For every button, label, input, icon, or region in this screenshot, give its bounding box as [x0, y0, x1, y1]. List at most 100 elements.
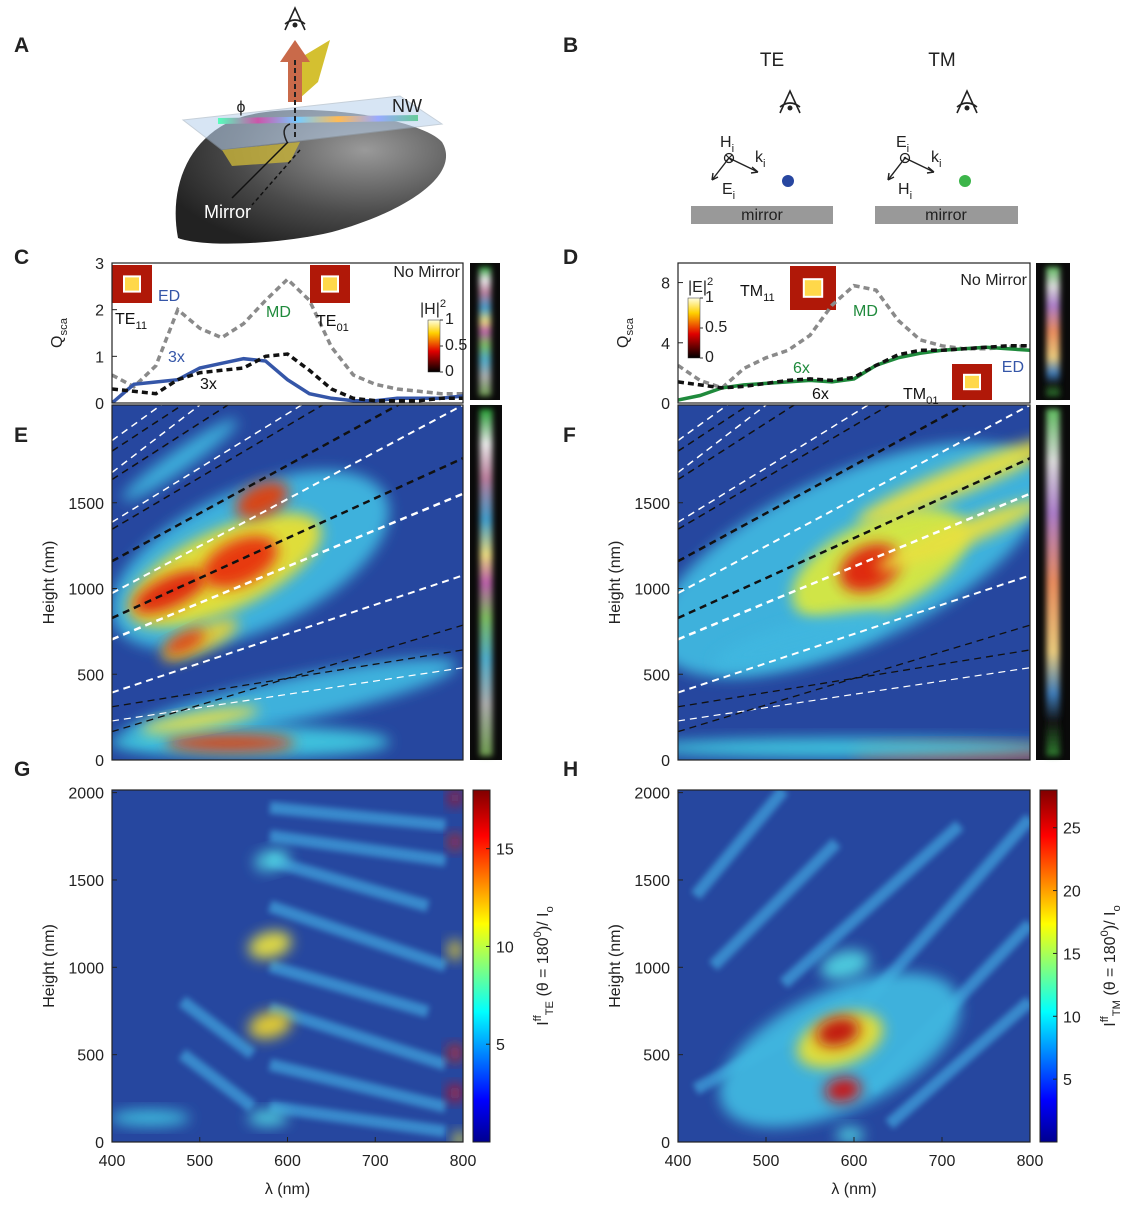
y-tick-label: 1000	[634, 582, 670, 599]
field-label-part: E	[896, 134, 907, 151]
heatmap-blob	[254, 849, 290, 871]
series-label: No Mirror	[960, 272, 1027, 289]
series-line	[678, 344, 1030, 390]
panel-label: D	[563, 246, 578, 269]
heatmap-blob	[235, 481, 289, 519]
inset-colorbar	[427, 319, 441, 373]
inset-tick-label: 0.5	[445, 337, 467, 354]
mode-line	[678, 405, 968, 563]
inset-colorbar-label-part: |E|	[688, 279, 707, 296]
heatmap-blob	[164, 630, 206, 654]
heatmap-blob	[140, 706, 260, 734]
annotation-part: 01	[926, 395, 938, 407]
mode-line	[678, 574, 1030, 694]
field-label-part: E	[722, 181, 733, 198]
x-tick-label: 500	[753, 1153, 780, 1170]
colorbar-label-part: I	[535, 1021, 552, 1025]
annotation-part: 3x	[168, 349, 185, 366]
y-tick-label: 0	[661, 396, 670, 413]
colorbar-label-part: o	[544, 906, 556, 912]
heatmap-blob	[112, 1110, 190, 1126]
colorbar-label-part: )/ I	[1102, 912, 1119, 931]
mode-line	[112, 624, 463, 733]
heatmap-blob	[165, 734, 295, 752]
colorbar-tick-label: 20	[1063, 884, 1081, 901]
mode-line	[112, 405, 229, 481]
heatmap-blob	[449, 834, 461, 850]
heatmap-blob	[678, 738, 1030, 758]
y-tick-label: 2000	[68, 786, 104, 803]
annotation-part: TM	[740, 283, 763, 300]
heatmap	[112, 790, 463, 1142]
mode-line	[678, 405, 869, 523]
series-line	[112, 276, 463, 396]
mode-thumbnail-core	[802, 278, 824, 298]
heatmap-blob	[453, 1132, 463, 1142]
heatmap-blob	[876, 499, 1030, 571]
mode-line	[678, 405, 1030, 595]
panel: 0 500 1000 1500 2000 400 500 600 700 800 Height (n…	[41, 786, 556, 1198]
mode-thumbnail-core	[963, 373, 981, 391]
heatmap-blob	[448, 940, 462, 960]
y-tick-label: 1000	[68, 582, 104, 599]
annotation-part: 6x	[812, 386, 829, 403]
series-line	[112, 352, 463, 403]
colorbar-tick-label: 15	[1063, 946, 1081, 963]
y-axis-label-part: Q	[615, 335, 632, 347]
inset-colorbar-label-part: |H|	[420, 301, 440, 318]
annotation-part: 3x	[200, 376, 217, 393]
panel-label: F	[563, 424, 576, 447]
heatmap-stripe	[779, 820, 964, 989]
y-tick-label: 1500	[634, 496, 670, 513]
heatmap-stripe	[269, 1100, 447, 1138]
panel: 0 500 1000 1500 2000 400 500 600 700 800 Height (n…	[607, 786, 1123, 1198]
heatmap-blob	[712, 610, 888, 670]
field-label-part: i	[732, 143, 735, 155]
heatmap-blob	[248, 1011, 292, 1039]
annotation: 3x	[200, 376, 217, 393]
heatmap-blob	[820, 950, 870, 980]
heatmap-stripe	[268, 1058, 447, 1113]
inset-tick-label: 0	[445, 363, 454, 380]
heatmap	[678, 405, 1030, 760]
inset-tick-label: 0.5	[705, 319, 727, 336]
mirror-text: mirror	[741, 207, 783, 224]
annotation: 3x	[168, 349, 185, 366]
field-label-part: i	[910, 190, 913, 202]
y-tick-label: 1000	[68, 960, 104, 977]
mode-line	[112, 405, 162, 442]
panel: 0 500 1000 1500 Height (nm)	[607, 404, 1031, 770]
heatmap-blob	[448, 1085, 462, 1101]
image-strip-glow	[479, 409, 493, 756]
mode-line	[678, 405, 890, 530]
field-label: Hi	[720, 134, 734, 155]
y-axis-label-part: Q	[49, 335, 66, 347]
field-label-part: H	[898, 181, 910, 198]
field-label: Ei	[896, 134, 909, 155]
panel-label: C	[14, 246, 29, 269]
panel-label: G	[14, 758, 30, 781]
panel: No MirrorEDMD6x6xTM11TM0100.51|E|2048Qsc…	[615, 262, 1031, 413]
panel: 0 500 1000 1500 Height (nm)	[41, 404, 464, 770]
mode-thumbnail-core	[321, 275, 339, 293]
x-tick-label: 400	[665, 1153, 692, 1170]
annotation: TE11	[115, 311, 147, 332]
y-axis-label: Height (nm)	[41, 541, 58, 625]
colorbar-label: IffTM (θ = 1800)/ Io	[1099, 905, 1123, 1026]
series-line	[112, 356, 463, 403]
annotation: TE01	[316, 313, 349, 334]
y-tick-label: 1500	[68, 873, 104, 890]
plot-frame	[111, 262, 464, 404]
annotation: 6x	[812, 386, 829, 403]
colorbar-label: IffTE (θ = 1800)/ Io	[532, 906, 556, 1026]
annotation-part: MD	[853, 303, 878, 320]
plot-frame	[111, 404, 464, 761]
mode-line	[112, 492, 463, 641]
heatmap	[678, 790, 1030, 1142]
colorbar-label-part: 0	[532, 931, 544, 937]
y-tick-label: 4	[661, 336, 670, 353]
x-axis-label: λ (nm)	[831, 1181, 876, 1198]
panel-label: B	[563, 34, 578, 57]
heatmap-blob	[122, 419, 238, 501]
colorbar-tick-label: 25	[1063, 821, 1081, 838]
